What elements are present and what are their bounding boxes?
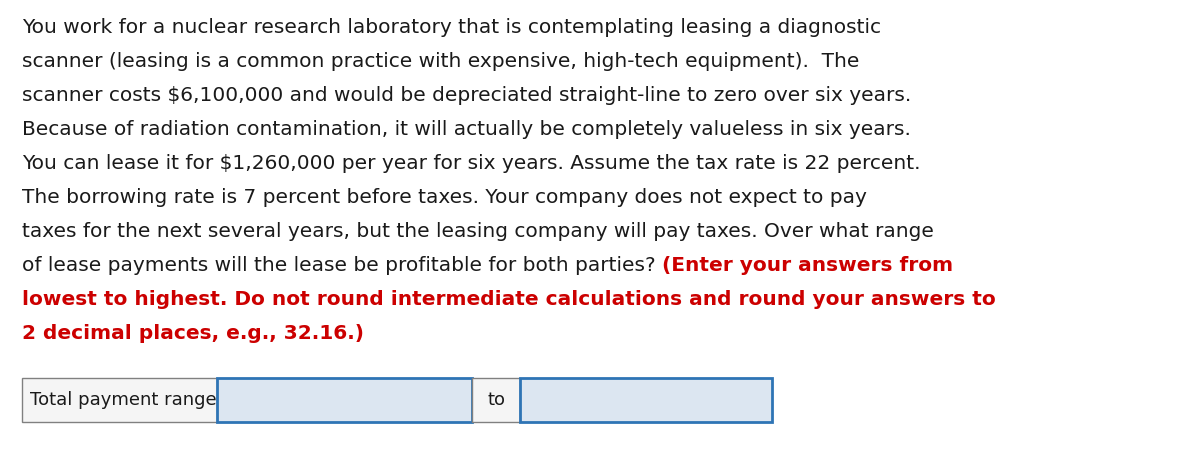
Text: scanner (leasing is a common practice with expensive, high-tech equipment).  The: scanner (leasing is a common practice wi… — [22, 52, 859, 71]
Bar — [520, 378, 772, 422]
Text: taxes for the next several years, but the leasing company will pay taxes. Over w: taxes for the next several years, but th… — [22, 222, 934, 241]
Bar — [217, 378, 472, 422]
Text: of lease payments will the lease be profitable for both parties?: of lease payments will the lease be prof… — [22, 256, 662, 275]
Text: You work for a nuclear research laboratory that is contemplating leasing a diagn: You work for a nuclear research laborato… — [22, 18, 881, 37]
Text: Because of radiation contamination, it will actually be completely valueless in : Because of radiation contamination, it w… — [22, 120, 911, 139]
Text: to: to — [487, 391, 505, 409]
Text: (Enter your answers from: (Enter your answers from — [662, 256, 953, 275]
Text: You can lease it for $1,260,000 per year for six years. Assume the tax rate is 2: You can lease it for $1,260,000 per year… — [22, 154, 920, 173]
Text: scanner costs $6,100,000 and would be depreciated straight-line to zero over six: scanner costs $6,100,000 and would be de… — [22, 86, 911, 105]
Bar — [22, 378, 217, 422]
Text: The borrowing rate is 7 percent before taxes. Your company does not expect to pa: The borrowing rate is 7 percent before t… — [22, 188, 866, 207]
Bar — [472, 378, 520, 422]
Text: of lease payments will the lease be profitable for both parties?: of lease payments will the lease be prof… — [22, 256, 662, 275]
Text: lowest to highest. Do not round intermediate calculations and round your answers: lowest to highest. Do not round intermed… — [22, 290, 996, 309]
Text: Total payment range: Total payment range — [30, 391, 217, 409]
Text: 2 decimal places, e.g., 32.16.): 2 decimal places, e.g., 32.16.) — [22, 324, 364, 343]
